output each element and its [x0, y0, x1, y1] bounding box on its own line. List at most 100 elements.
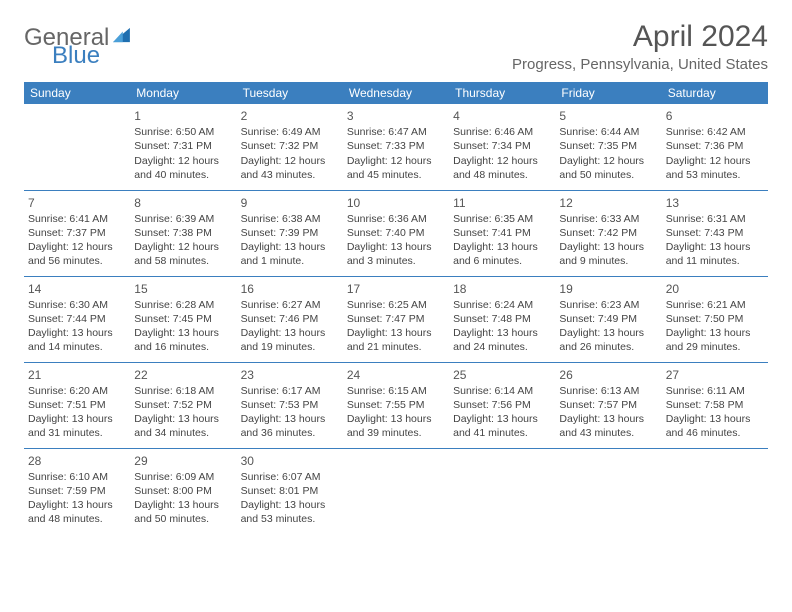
day-info-line: Sunset: 7:45 PM: [134, 312, 232, 326]
day-number: 19: [559, 281, 657, 297]
day-info-line: Sunrise: 6:28 AM: [134, 298, 232, 312]
calendar-day-cell: 28Sunrise: 6:10 AMSunset: 7:59 PMDayligh…: [24, 448, 130, 534]
day-info-line: Sunrise: 6:35 AM: [453, 212, 551, 226]
day-number: 30: [241, 453, 339, 469]
calendar-day-cell: 13Sunrise: 6:31 AMSunset: 7:43 PMDayligh…: [662, 190, 768, 276]
day-info-line: Sunrise: 6:31 AM: [666, 212, 764, 226]
day-info-line: Daylight: 13 hours: [347, 412, 445, 426]
day-number: 15: [134, 281, 232, 297]
day-info-line: Sunrise: 6:50 AM: [134, 125, 232, 139]
day-header: Thursday: [449, 82, 555, 104]
day-info-line: Daylight: 12 hours: [28, 240, 126, 254]
day-info-line: Sunset: 7:56 PM: [453, 398, 551, 412]
day-info-line: Sunrise: 6:14 AM: [453, 384, 551, 398]
day-info-line: Sunrise: 6:13 AM: [559, 384, 657, 398]
day-info-line: and 19 minutes.: [241, 340, 339, 354]
day-info-line: and 1 minute.: [241, 254, 339, 268]
calendar-day-cell: 30Sunrise: 6:07 AMSunset: 8:01 PMDayligh…: [237, 448, 343, 534]
day-info-line: and 26 minutes.: [559, 340, 657, 354]
day-info-line: and 43 minutes.: [559, 426, 657, 440]
calendar-day-cell: 2Sunrise: 6:49 AMSunset: 7:32 PMDaylight…: [237, 104, 343, 190]
calendar-day-cell: 16Sunrise: 6:27 AMSunset: 7:46 PMDayligh…: [237, 276, 343, 362]
calendar-table: SundayMondayTuesdayWednesdayThursdayFrid…: [24, 82, 768, 534]
day-info-line: Sunset: 7:32 PM: [241, 139, 339, 153]
day-number: 20: [666, 281, 764, 297]
day-info-line: Sunset: 7:35 PM: [559, 139, 657, 153]
calendar-page: GeneralBlue April 2024 Progress, Pennsyl…: [0, 0, 792, 554]
calendar-day-cell: 19Sunrise: 6:23 AMSunset: 7:49 PMDayligh…: [555, 276, 661, 362]
day-number: 13: [666, 195, 764, 211]
day-header: Saturday: [662, 82, 768, 104]
day-info-line: Sunrise: 6:44 AM: [559, 125, 657, 139]
day-number: 18: [453, 281, 551, 297]
calendar-day-cell: 5Sunrise: 6:44 AMSunset: 7:35 PMDaylight…: [555, 104, 661, 190]
day-number: 7: [28, 195, 126, 211]
day-info-line: Sunrise: 6:20 AM: [28, 384, 126, 398]
day-info-line: Sunset: 7:43 PM: [666, 226, 764, 240]
day-number: 12: [559, 195, 657, 211]
day-number: 10: [347, 195, 445, 211]
calendar-head: SundayMondayTuesdayWednesdayThursdayFrid…: [24, 82, 768, 104]
day-info-line: Daylight: 13 hours: [559, 326, 657, 340]
day-number: 23: [241, 367, 339, 383]
calendar-body: 1Sunrise: 6:50 AMSunset: 7:31 PMDaylight…: [24, 104, 768, 534]
day-info-line: and 56 minutes.: [28, 254, 126, 268]
day-info-line: Sunrise: 6:38 AM: [241, 212, 339, 226]
day-number: 21: [28, 367, 126, 383]
day-info-line: and 39 minutes.: [347, 426, 445, 440]
day-info-line: Sunset: 7:44 PM: [28, 312, 126, 326]
day-number: 11: [453, 195, 551, 211]
day-info-line: Daylight: 13 hours: [134, 412, 232, 426]
calendar-day-cell: 25Sunrise: 6:14 AMSunset: 7:56 PMDayligh…: [449, 362, 555, 448]
day-number: 5: [559, 108, 657, 124]
day-info-line: and 53 minutes.: [241, 512, 339, 526]
day-info-line: Sunset: 7:37 PM: [28, 226, 126, 240]
day-info-line: Sunset: 8:01 PM: [241, 484, 339, 498]
day-info-line: Sunrise: 6:18 AM: [134, 384, 232, 398]
calendar-day-cell: 24Sunrise: 6:15 AMSunset: 7:55 PMDayligh…: [343, 362, 449, 448]
calendar-week-row: 21Sunrise: 6:20 AMSunset: 7:51 PMDayligh…: [24, 362, 768, 448]
day-info-line: Daylight: 13 hours: [241, 240, 339, 254]
day-info-line: and 46 minutes.: [666, 426, 764, 440]
day-info-line: Daylight: 13 hours: [134, 326, 232, 340]
day-info-line: Daylight: 13 hours: [28, 412, 126, 426]
day-info-line: and 45 minutes.: [347, 168, 445, 182]
calendar-day-cell: [343, 448, 449, 534]
day-number: 3: [347, 108, 445, 124]
day-info-line: Daylight: 13 hours: [666, 326, 764, 340]
day-info-line: Sunrise: 6:23 AM: [559, 298, 657, 312]
day-info-line: Sunset: 7:34 PM: [453, 139, 551, 153]
day-info-line: and 48 minutes.: [453, 168, 551, 182]
calendar-day-cell: [555, 448, 661, 534]
logo-sail-icon: [111, 24, 131, 48]
day-info-line: Daylight: 13 hours: [453, 240, 551, 254]
calendar-day-cell: 20Sunrise: 6:21 AMSunset: 7:50 PMDayligh…: [662, 276, 768, 362]
calendar-day-cell: 22Sunrise: 6:18 AMSunset: 7:52 PMDayligh…: [130, 362, 236, 448]
logo-text-blue: Blue: [52, 42, 100, 69]
calendar-day-cell: 21Sunrise: 6:20 AMSunset: 7:51 PMDayligh…: [24, 362, 130, 448]
day-info-line: Sunset: 7:50 PM: [666, 312, 764, 326]
day-number: 17: [347, 281, 445, 297]
day-info-line: and 50 minutes.: [134, 512, 232, 526]
day-info-line: and 6 minutes.: [453, 254, 551, 268]
day-info-line: and 21 minutes.: [347, 340, 445, 354]
day-info-line: Sunset: 7:49 PM: [559, 312, 657, 326]
calendar-week-row: 28Sunrise: 6:10 AMSunset: 7:59 PMDayligh…: [24, 448, 768, 534]
day-info-line: Sunrise: 6:39 AM: [134, 212, 232, 226]
day-info-line: and 24 minutes.: [453, 340, 551, 354]
day-info-line: and 41 minutes.: [453, 426, 551, 440]
calendar-day-cell: 27Sunrise: 6:11 AMSunset: 7:58 PMDayligh…: [662, 362, 768, 448]
day-info-line: Sunrise: 6:11 AM: [666, 384, 764, 398]
day-number: 16: [241, 281, 339, 297]
day-info-line: Sunrise: 6:07 AM: [241, 470, 339, 484]
day-info-line: Daylight: 12 hours: [666, 154, 764, 168]
day-info-line: Sunrise: 6:47 AM: [347, 125, 445, 139]
day-number: 25: [453, 367, 551, 383]
day-info-line: Sunrise: 6:21 AM: [666, 298, 764, 312]
calendar-day-cell: 10Sunrise: 6:36 AMSunset: 7:40 PMDayligh…: [343, 190, 449, 276]
day-info-line: Sunrise: 6:27 AM: [241, 298, 339, 312]
day-info-line: Daylight: 12 hours: [347, 154, 445, 168]
day-info-line: and 48 minutes.: [28, 512, 126, 526]
day-number: 22: [134, 367, 232, 383]
day-info-line: Daylight: 13 hours: [28, 326, 126, 340]
